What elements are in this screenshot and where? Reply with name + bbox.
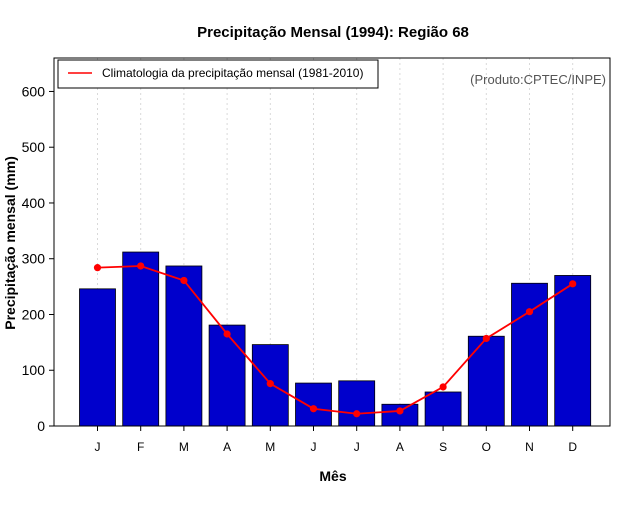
data-point — [309, 405, 318, 413]
y-tick-label: 600 — [22, 83, 46, 99]
bar — [554, 275, 592, 427]
bar — [511, 282, 548, 427]
x-tick-label: J — [311, 440, 317, 454]
x-tick-label: O — [482, 440, 491, 454]
legend-box — [57, 59, 379, 89]
data-point — [137, 262, 145, 270]
plot-frame — [53, 57, 611, 427]
x-axis-label: Mês — [319, 468, 346, 484]
data-point — [396, 407, 404, 415]
legend-label: Climatologia da precipitação mensal (198… — [102, 66, 363, 80]
bar — [122, 251, 160, 427]
bar — [165, 265, 203, 427]
y-tick-label: 100 — [22, 362, 46, 378]
credit-text: (Produto:CPTEC/INPE) — [470, 72, 606, 87]
chart-title: Precipitação Mensal (1994): Região 68 — [197, 24, 469, 41]
data-point — [482, 334, 490, 343]
x-tick-label: M — [265, 440, 275, 454]
data-point — [223, 330, 231, 338]
data-point — [266, 380, 274, 388]
x-tick-label: S — [439, 440, 447, 454]
y-axis-label: Precipitação mensal (mm) — [2, 156, 18, 330]
data-point — [353, 410, 361, 418]
bar — [467, 335, 505, 427]
data-point — [93, 264, 102, 272]
y-axis: 0 100 200 300 400 500 600 — [22, 83, 54, 434]
y-tick-label: 400 — [22, 195, 46, 211]
x-tick-label: A — [223, 440, 231, 454]
y-tick-label: 500 — [22, 139, 46, 155]
y-tick-label: 300 — [22, 251, 46, 267]
x-tick-label: D — [568, 440, 577, 454]
x-tick-label: F — [137, 440, 144, 454]
data-point — [439, 383, 447, 391]
data-point — [569, 280, 577, 288]
y-tick-label: 200 — [22, 306, 46, 322]
y-tick-label: 0 — [37, 418, 45, 434]
x-tick-label: J — [354, 440, 360, 454]
series-line — [97, 265, 574, 415]
data-point — [525, 308, 534, 316]
x-tick-label: N — [525, 440, 534, 454]
legend: Climatologia da precipitação mensal (198… — [57, 59, 379, 89]
data-point — [180, 276, 188, 285]
bar — [79, 288, 116, 427]
bar-series — [79, 251, 592, 427]
bar — [208, 324, 246, 427]
x-tick-label: A — [396, 440, 404, 454]
x-tick-label: M — [179, 440, 189, 454]
x-tick-label: J — [95, 440, 101, 454]
bar — [338, 380, 376, 427]
climatology-line-series — [93, 262, 577, 418]
bar — [424, 391, 462, 427]
bar — [295, 382, 332, 427]
